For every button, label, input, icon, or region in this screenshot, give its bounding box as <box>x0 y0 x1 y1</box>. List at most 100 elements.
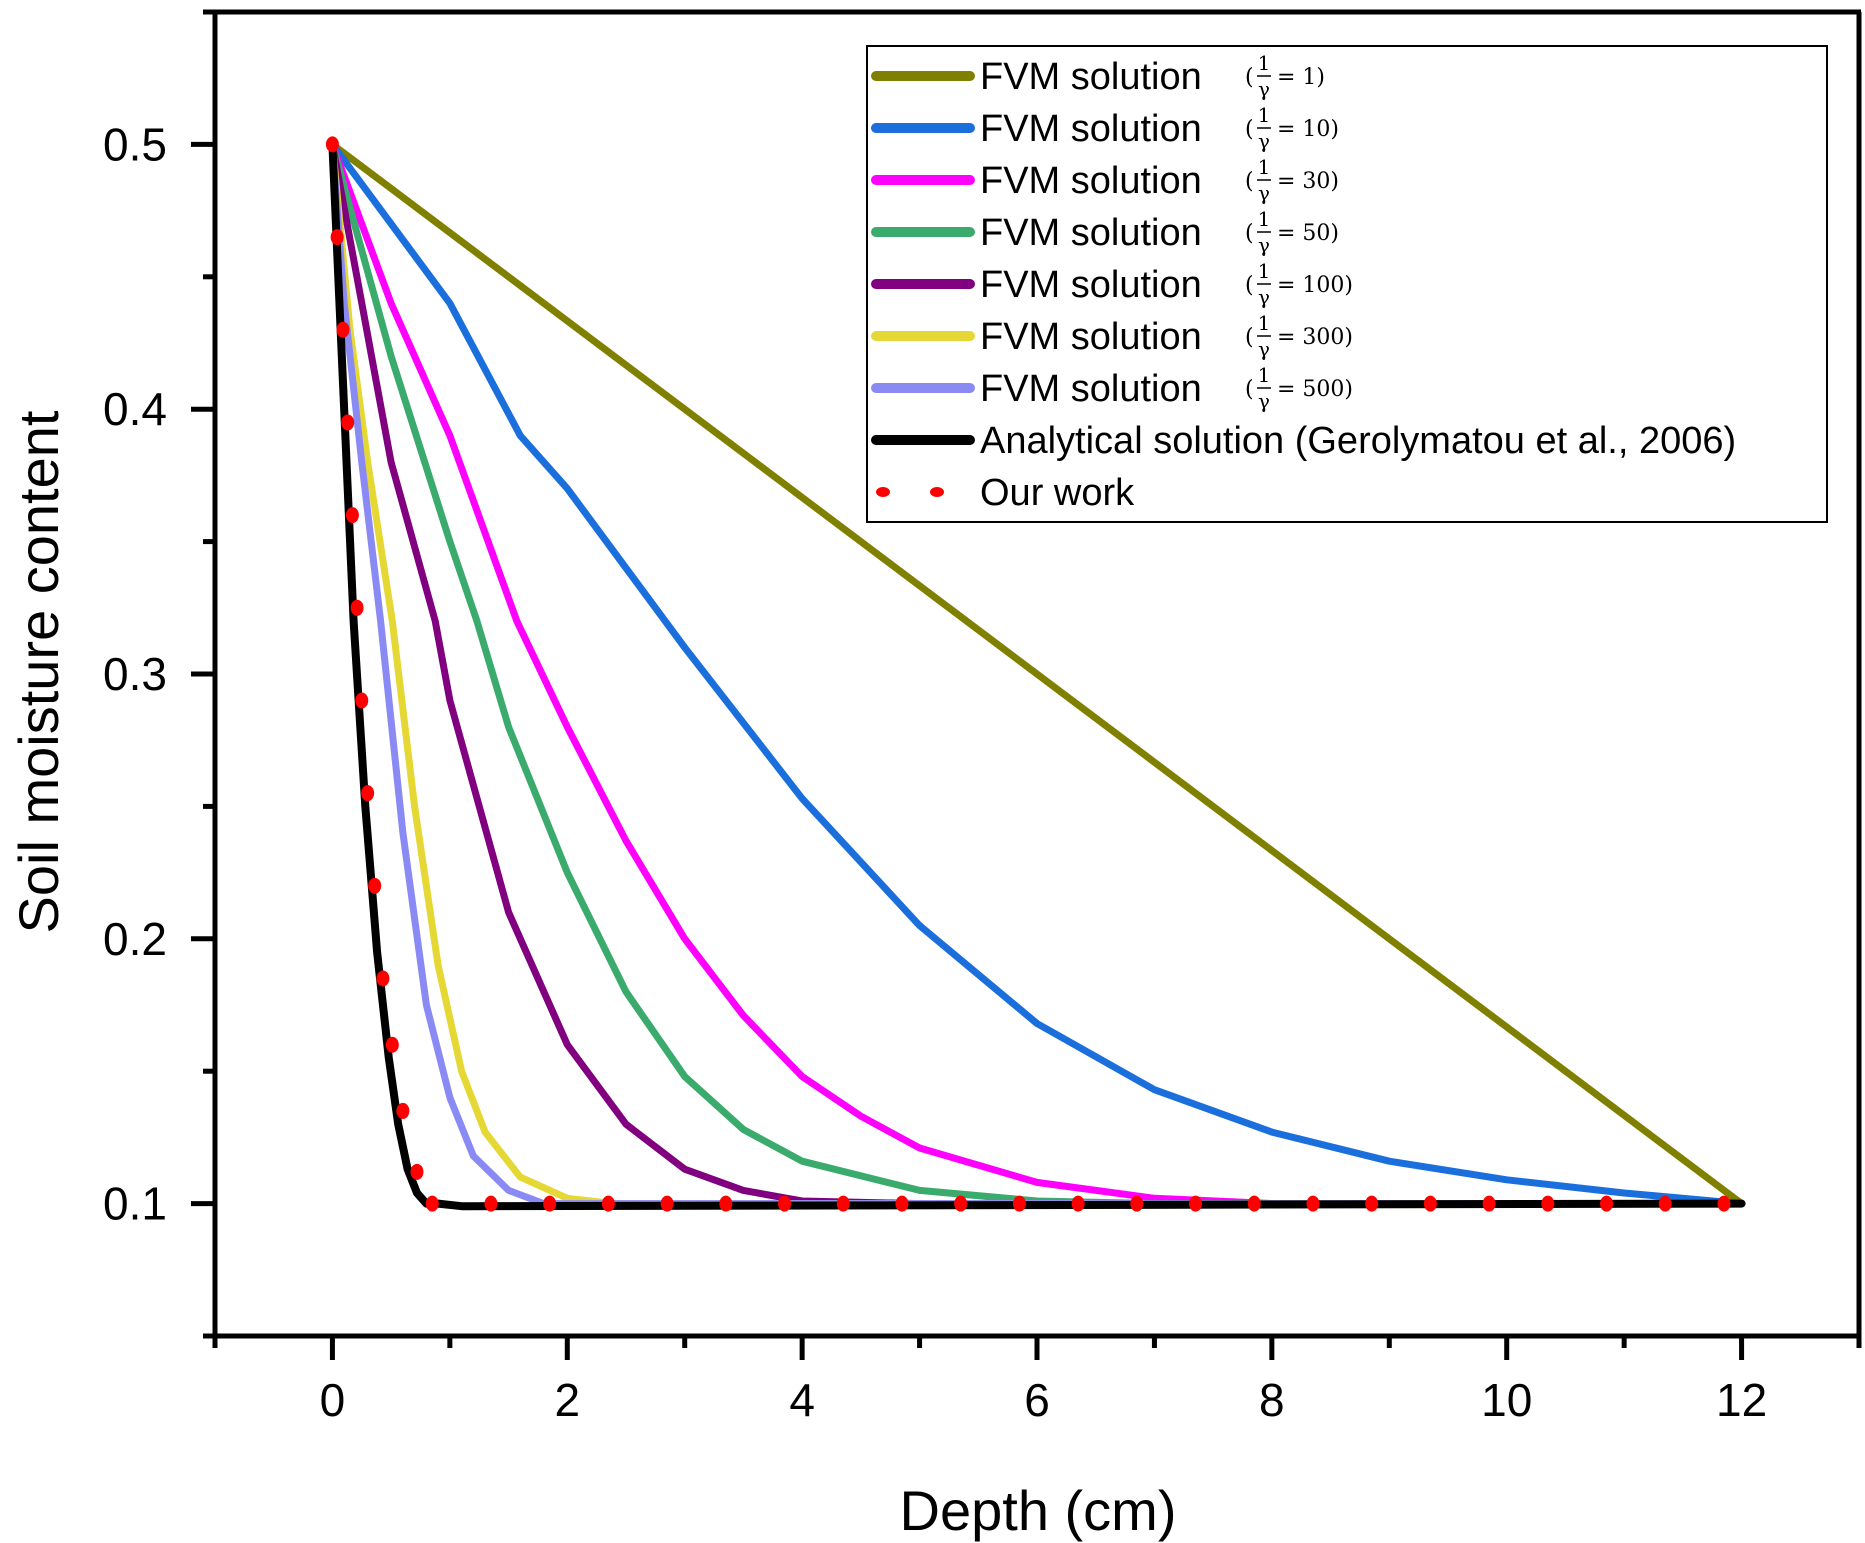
legend-paren: ( <box>1245 169 1254 194</box>
legend-paren: ( <box>1245 273 1254 298</box>
legend-param: = 100) <box>1277 273 1353 298</box>
legend-param: = 300) <box>1277 325 1353 350</box>
our-work-point <box>1306 1195 1320 1212</box>
legend-entry: FVM solution (1γ = 50) <box>871 207 1339 257</box>
our-work-point <box>425 1195 439 1212</box>
legend-frac-numerator: 1 <box>1258 103 1271 127</box>
our-work-point <box>954 1195 968 1212</box>
legend-paren: ( <box>1245 325 1254 350</box>
legend-frac-numerator: 1 <box>1258 311 1271 335</box>
our-work-point <box>1658 1195 1672 1212</box>
x-tick-label: 12 <box>1716 1374 1767 1426</box>
legend-frac-denominator: γ <box>1258 389 1270 413</box>
our-work-point <box>836 1195 850 1212</box>
axes-layer: 0 2 4 6 8 10 12 0.1 0.2 0.3 0.4 0.5 <box>103 9 1862 1426</box>
x-tick-label: 6 <box>1024 1374 1050 1426</box>
y-tick-label: 0.4 <box>103 383 167 435</box>
legend-entry: Our work <box>876 472 1135 514</box>
legend-marker-icon <box>930 487 944 497</box>
our-work-point <box>410 1163 424 1180</box>
x-tick-label: 4 <box>789 1374 815 1426</box>
our-work-point <box>719 1195 733 1212</box>
legend-entry: FVM solution (1γ = 1) <box>871 51 1325 101</box>
y-axis-title: Soil moisture content <box>7 410 70 933</box>
our-work-point <box>355 692 369 709</box>
legend-marker-icon <box>876 487 890 497</box>
our-work-point <box>361 785 375 802</box>
y-tick-label: 0.5 <box>103 118 167 170</box>
legend-box <box>866 45 1828 523</box>
our-work-point <box>484 1195 498 1212</box>
legend-label: Our work <box>980 472 1135 514</box>
legend-frac-denominator: γ <box>1258 129 1270 153</box>
legend-label: FVM solution <box>980 56 1202 98</box>
our-work-point <box>1247 1195 1261 1212</box>
legend-frac-numerator: 1 <box>1258 155 1271 179</box>
legend-entry: FVM solution (1γ = 30) <box>871 155 1339 205</box>
x-axis-title: Depth (cm) <box>900 1479 1177 1542</box>
legend-entry: FVM solution (1γ = 500) <box>871 363 1353 413</box>
legend-frac-numerator: 1 <box>1258 259 1271 283</box>
legend-entry: FVM solution (1γ = 10) <box>871 103 1339 153</box>
legend-frac-denominator: γ <box>1258 181 1270 205</box>
our-work-point <box>325 136 339 153</box>
legend-frac-denominator: γ <box>1258 233 1270 257</box>
x-tick-label: 8 <box>1259 1374 1285 1426</box>
series-1-line <box>328 140 1746 1208</box>
our-work-point <box>1600 1195 1614 1212</box>
legend-frac-numerator: 1 <box>1258 207 1271 231</box>
our-work-point <box>1423 1195 1437 1212</box>
legend-frac-numerator: 1 <box>1258 51 1271 75</box>
our-work-point <box>895 1195 909 1212</box>
y-tick-label: 0.2 <box>103 913 167 965</box>
our-work-point <box>1071 1195 1085 1212</box>
legend: FVM solution (1γ = 1)FVM solution (1γ = 10)F… <box>866 45 1828 523</box>
our-work-point <box>1482 1195 1496 1212</box>
legend-paren: ( <box>1245 377 1254 402</box>
our-work-point <box>396 1102 410 1119</box>
our-work-point <box>330 229 344 246</box>
legend-label: FVM solution <box>980 368 1202 410</box>
our-work-point <box>1012 1195 1026 1212</box>
legend-label: FVM solution <box>980 212 1202 254</box>
our-work-point <box>350 599 364 616</box>
legend-param: = 30) <box>1277 169 1339 194</box>
legend-frac-denominator: γ <box>1258 285 1270 309</box>
our-work-point <box>778 1195 792 1212</box>
legend-frac-denominator: γ <box>1258 77 1270 101</box>
x-tick-label: 0 <box>320 1374 346 1426</box>
our-work-point <box>341 414 355 431</box>
y-tick-label: 0.1 <box>103 1178 167 1230</box>
legend-entry: Analytical solution (Gerolymatou et al.,… <box>871 420 1736 462</box>
legend-entry: FVM solution (1γ = 300) <box>871 311 1353 361</box>
y-tick-label: 0.3 <box>103 648 167 700</box>
our-work-point <box>376 970 390 987</box>
legend-paren: ( <box>1245 117 1254 142</box>
legend-label: FVM solution <box>980 108 1202 150</box>
our-work-point <box>1130 1195 1144 1212</box>
legend-paren: ( <box>1245 221 1254 246</box>
series-9-markers <box>325 136 1731 1212</box>
legend-frac-denominator: γ <box>1258 337 1270 361</box>
our-work-point <box>345 507 359 524</box>
our-work-point <box>543 1195 557 1212</box>
legend-paren: ( <box>1245 65 1254 90</box>
x-tick-label: 2 <box>554 1374 580 1426</box>
legend-frac-numerator: 1 <box>1258 363 1271 387</box>
legend-param: = 500) <box>1277 377 1353 402</box>
our-work-point <box>336 321 350 338</box>
legend-label: FVM solution <box>980 160 1202 202</box>
legend-label: FVM solution <box>980 264 1202 306</box>
legend-param: = 10) <box>1277 117 1339 142</box>
series-6-line <box>328 140 1746 1208</box>
our-work-point <box>1189 1195 1203 1212</box>
legend-param: = 50) <box>1277 221 1339 246</box>
our-work-point <box>1717 1195 1731 1212</box>
series-layer <box>325 136 1746 1212</box>
legend-entry: FVM solution (1γ = 100) <box>871 259 1353 309</box>
our-work-point <box>1365 1195 1379 1212</box>
our-work-point <box>1541 1195 1555 1212</box>
our-work-point <box>601 1195 615 1212</box>
legend-label: FVM solution <box>980 316 1202 358</box>
